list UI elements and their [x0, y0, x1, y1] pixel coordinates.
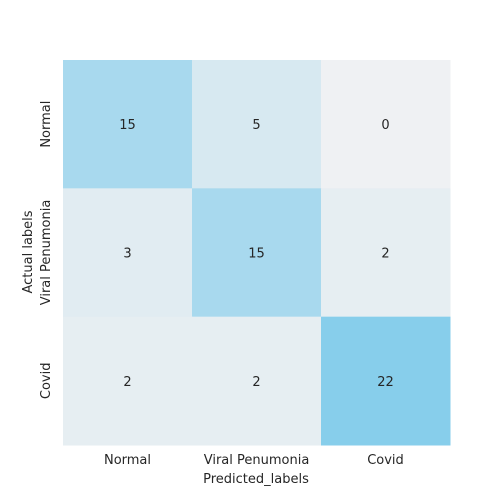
x-tick-labels: Normal Viral Penumonia Covid — [104, 453, 404, 468]
cell-value-r0-c2: 0 — [381, 118, 389, 133]
x-tick-label-1: Viral Penumonia — [204, 453, 310, 468]
cell-value-r0-c0: 15 — [119, 118, 136, 133]
y-tick-label-2: Covid — [39, 363, 54, 400]
cell-value-r2-c0: 2 — [123, 375, 131, 390]
cell-value-r1-c1: 15 — [248, 247, 265, 262]
y-tick-label-0: Normal — [39, 101, 54, 148]
y-axis-label: Actual labels — [21, 210, 36, 293]
cell-value-r2-c2: 22 — [377, 375, 394, 390]
x-tick-label-0: Normal — [104, 453, 151, 468]
cell-value-r1-c0: 3 — [123, 247, 131, 262]
cell-value-r0-c1: 5 — [252, 118, 260, 133]
y-tick-labels: Normal Viral Penumonia Covid — [39, 101, 54, 399]
y-tick-label-1: Viral Penumonia — [39, 200, 54, 306]
cell-value-r2-c1: 2 — [252, 375, 260, 390]
cell-value-r1-c2: 2 — [381, 247, 389, 262]
x-axis-label: Predicted_labels — [203, 472, 309, 487]
x-tick-label-2: Covid — [367, 453, 404, 468]
